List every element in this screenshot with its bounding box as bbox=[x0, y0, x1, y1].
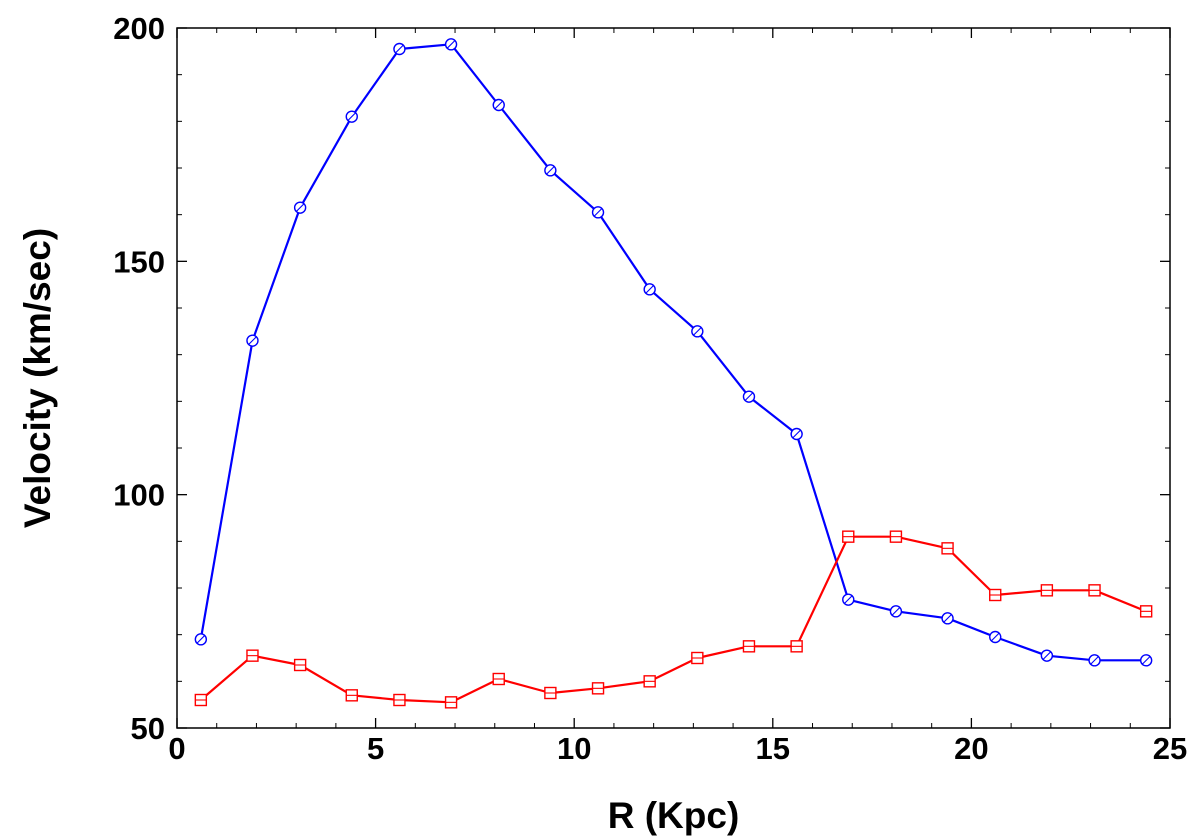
y-tick-label: 200 bbox=[113, 11, 165, 46]
plot-frame bbox=[176, 27, 1171, 729]
data-point-mark bbox=[645, 284, 655, 294]
data-point-mark bbox=[446, 39, 456, 49]
x-axis-title: R (Kpc) bbox=[608, 795, 740, 836]
data-point-mark bbox=[990, 632, 1000, 642]
x-tick-label: 10 bbox=[557, 731, 591, 766]
series-1 bbox=[194, 38, 1153, 667]
data-point-mark bbox=[744, 392, 754, 402]
data-point-mark bbox=[1042, 651, 1052, 661]
series-1-line bbox=[199, 43, 1147, 662]
data-point-mark bbox=[943, 613, 952, 623]
data-point-mark bbox=[545, 165, 555, 175]
data-point-mark bbox=[248, 336, 257, 346]
tick-labels: 0 5 10 15 20 25 50 100 150 200 bbox=[113, 11, 1187, 766]
x-tick-label: 15 bbox=[756, 731, 790, 766]
data-point-mark bbox=[494, 100, 504, 110]
data-point-mark bbox=[196, 634, 206, 644]
data-point-mark bbox=[395, 44, 404, 54]
x-tick-label: 0 bbox=[168, 731, 185, 766]
data-point-mark bbox=[593, 207, 603, 217]
x-tick-label: 20 bbox=[954, 731, 988, 766]
y-tick-label: 50 bbox=[131, 711, 165, 746]
data-point-mark bbox=[347, 112, 357, 122]
x-tick-label: 5 bbox=[367, 731, 384, 766]
data-point-mark bbox=[792, 429, 802, 439]
series-2-line bbox=[200, 535, 1147, 704]
series-2 bbox=[194, 530, 1153, 709]
series-layer bbox=[194, 38, 1153, 709]
data-point-mark bbox=[295, 203, 305, 213]
data-point-mark bbox=[891, 606, 901, 616]
y-tick-label: 150 bbox=[113, 244, 165, 279]
data-point-mark bbox=[843, 595, 853, 605]
axis-ticks bbox=[176, 27, 1171, 729]
plot-border bbox=[176, 27, 1171, 729]
y-tick-label: 100 bbox=[113, 478, 165, 513]
x-tick-label: 25 bbox=[1153, 731, 1187, 766]
data-point-mark bbox=[1090, 655, 1099, 665]
data-point-mark bbox=[1141, 655, 1151, 665]
data-point-mark bbox=[692, 326, 702, 336]
y-axis-title: Velocity (km/sec) bbox=[17, 228, 58, 528]
